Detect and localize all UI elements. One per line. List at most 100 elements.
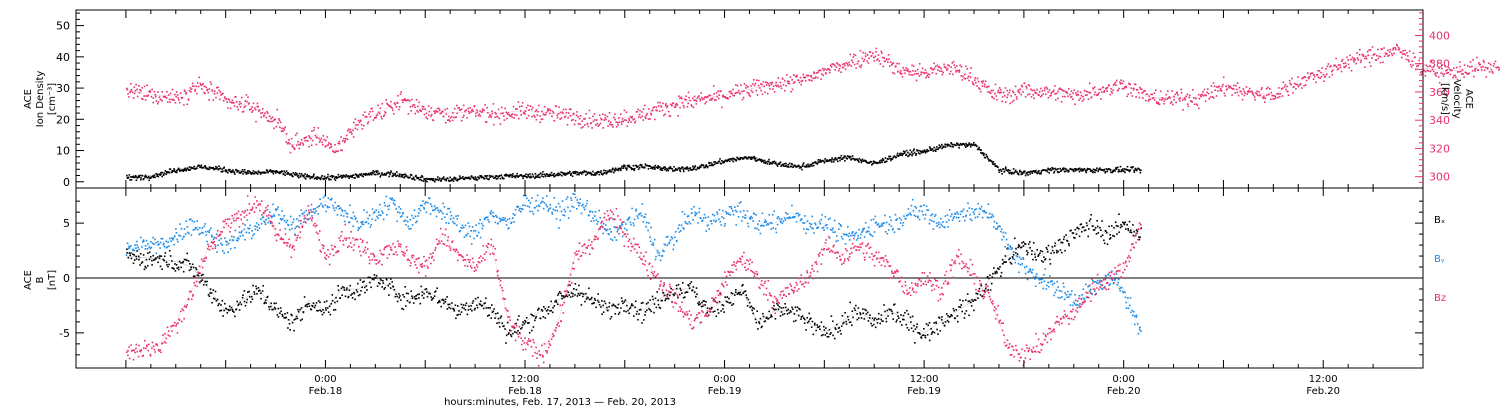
density-point bbox=[283, 170, 286, 172]
velocity-point bbox=[1151, 93, 1153, 96]
density-point bbox=[941, 147, 943, 150]
velocity-point bbox=[471, 108, 474, 111]
velocity-point bbox=[731, 92, 733, 95]
velocity-point bbox=[1453, 67, 1455, 69]
bx-point bbox=[297, 310, 300, 313]
velocity-point bbox=[1187, 105, 1190, 108]
velocity-point bbox=[1295, 83, 1297, 86]
bx-point bbox=[154, 258, 156, 261]
density-point bbox=[266, 169, 268, 172]
velocity-point bbox=[523, 111, 526, 114]
velocity-point bbox=[303, 137, 306, 139]
density-point bbox=[929, 147, 931, 149]
density-point bbox=[236, 171, 238, 173]
bx-point bbox=[390, 278, 392, 280]
velocity-point bbox=[975, 81, 977, 84]
velocity-point bbox=[1278, 95, 1281, 98]
velocity-point bbox=[679, 97, 681, 99]
bx-point bbox=[313, 306, 316, 309]
density-point bbox=[272, 172, 275, 175]
velocity-point bbox=[651, 109, 654, 112]
velocity-point bbox=[726, 97, 729, 99]
velocity-point bbox=[558, 106, 560, 108]
velocity-point bbox=[1070, 90, 1073, 92]
velocity-point bbox=[836, 62, 838, 64]
density-point bbox=[509, 174, 512, 177]
velocity-point bbox=[603, 119, 605, 121]
velocity-point bbox=[779, 81, 782, 84]
density-point bbox=[204, 165, 207, 167]
velocity-point bbox=[823, 69, 825, 72]
velocity-point bbox=[1167, 90, 1169, 92]
velocity-point bbox=[828, 71, 831, 74]
bx-point bbox=[413, 296, 416, 298]
velocity-point bbox=[1019, 88, 1021, 90]
velocity-point bbox=[1359, 48, 1361, 51]
velocity-point bbox=[1449, 68, 1451, 71]
bx-point bbox=[644, 311, 647, 313]
density-point bbox=[515, 174, 518, 177]
density-point bbox=[462, 176, 464, 178]
density-point bbox=[1114, 170, 1116, 172]
velocity-point bbox=[706, 96, 708, 99]
density-point bbox=[394, 172, 396, 175]
velocity-point bbox=[1073, 89, 1076, 91]
velocity-point bbox=[143, 95, 145, 97]
velocity-point bbox=[386, 102, 388, 105]
velocity-point bbox=[1170, 101, 1173, 103]
velocity-point bbox=[751, 91, 754, 94]
velocity-point bbox=[498, 117, 501, 120]
density-point bbox=[803, 165, 806, 168]
density-point bbox=[1011, 173, 1013, 175]
velocity-point bbox=[742, 96, 745, 99]
density-point bbox=[204, 166, 207, 169]
velocity-point bbox=[921, 71, 923, 74]
density-point bbox=[884, 157, 887, 159]
velocity-point bbox=[173, 99, 175, 101]
velocity-point bbox=[1069, 96, 1072, 99]
density-point bbox=[429, 178, 431, 180]
density-point bbox=[1021, 171, 1023, 174]
velocity-point bbox=[263, 114, 265, 117]
velocity-point bbox=[1009, 89, 1011, 91]
density-point bbox=[969, 144, 972, 146]
velocity-point bbox=[127, 96, 130, 98]
velocity-point bbox=[1407, 59, 1410, 61]
velocity-point bbox=[1456, 66, 1458, 69]
velocity-point bbox=[576, 111, 578, 113]
density-point bbox=[481, 176, 484, 179]
velocity-point bbox=[609, 121, 612, 123]
bx-point bbox=[482, 307, 485, 310]
velocity-point bbox=[559, 118, 561, 120]
velocity-point bbox=[271, 120, 273, 123]
bx-point bbox=[308, 302, 310, 305]
velocity-point bbox=[265, 116, 267, 119]
density-point bbox=[144, 176, 146, 178]
bx-point bbox=[394, 295, 397, 298]
density-point bbox=[458, 178, 461, 180]
bx-point bbox=[544, 317, 547, 319]
bx-point bbox=[273, 302, 275, 305]
density-point bbox=[229, 168, 231, 171]
bx-point bbox=[500, 315, 503, 317]
density-point bbox=[1120, 169, 1123, 171]
velocity-point bbox=[960, 66, 963, 68]
velocity-point bbox=[788, 80, 790, 83]
velocity-point bbox=[1166, 98, 1168, 100]
density-point bbox=[584, 171, 586, 173]
density-point bbox=[270, 170, 273, 172]
velocity-point bbox=[935, 65, 937, 68]
velocity-point bbox=[381, 117, 383, 120]
velocity-point bbox=[690, 104, 692, 106]
velocity-point bbox=[490, 116, 493, 118]
density-point bbox=[594, 172, 596, 175]
density-point bbox=[602, 173, 604, 176]
bx-point bbox=[237, 304, 239, 307]
density-point bbox=[351, 174, 354, 177]
velocity-point bbox=[931, 72, 934, 74]
velocity-point bbox=[796, 74, 798, 77]
density-point bbox=[713, 163, 716, 166]
velocity-point bbox=[285, 141, 287, 143]
bx-point bbox=[531, 329, 533, 332]
density-point bbox=[865, 160, 867, 162]
